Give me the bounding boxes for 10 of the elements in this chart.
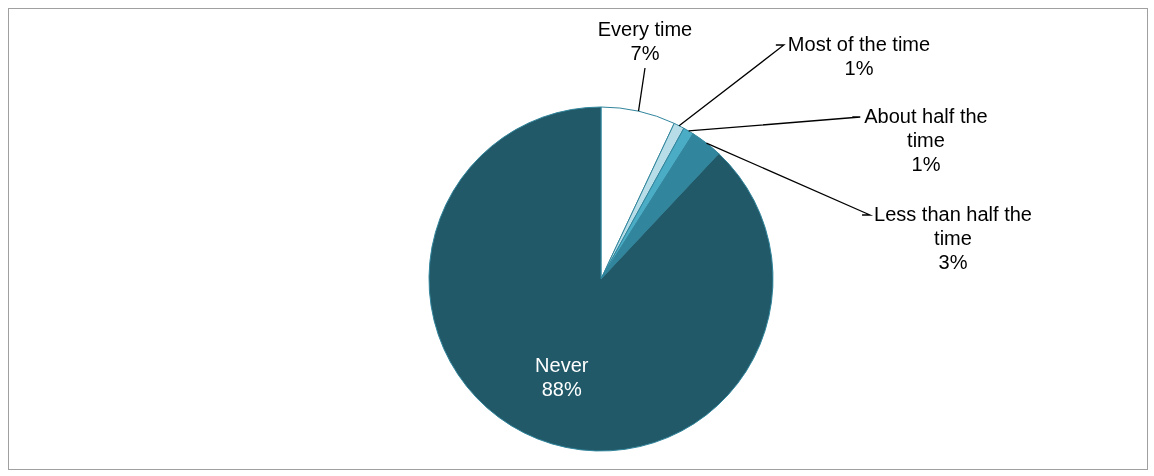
slice-label: Less than half the time bbox=[874, 202, 1032, 249]
slice-label: Most of the time bbox=[787, 32, 931, 55]
data-label: 1% bbox=[911, 152, 941, 175]
slice-label: About half the time bbox=[864, 104, 988, 151]
slice-label: Every time bbox=[597, 17, 693, 40]
slice-label: Never bbox=[535, 353, 589, 376]
data-label: 88% bbox=[541, 377, 582, 400]
data-label: 7% bbox=[630, 41, 660, 64]
data-label: 1% bbox=[844, 56, 874, 79]
data-label: 3% bbox=[938, 250, 968, 273]
